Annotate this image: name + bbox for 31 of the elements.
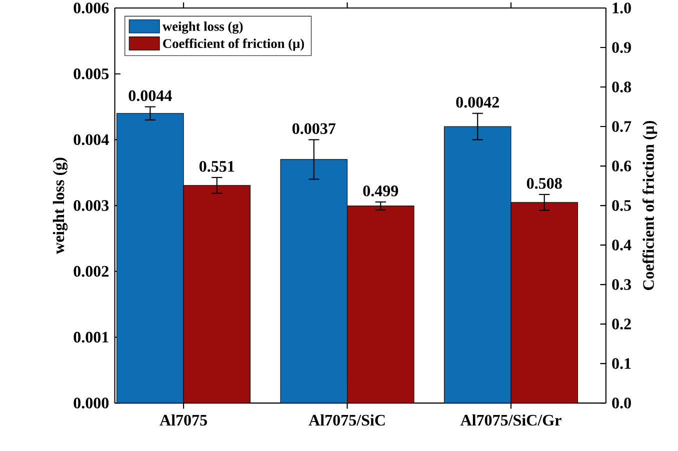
y2-tick-label: 1.0 bbox=[612, 2, 631, 14]
y2-tick-label: 0.5 bbox=[612, 200, 631, 211]
x-tick-label: Al7075/SiC/Gr bbox=[460, 414, 562, 426]
legend-label: Coefficient of friction (μ) bbox=[163, 38, 304, 51]
x-tick-label: Al7075/SiC bbox=[308, 414, 385, 426]
y2-tick-label: 0.3 bbox=[612, 279, 631, 290]
data-label: 0.0037 bbox=[292, 123, 336, 134]
y-tick-label: 0.005 bbox=[74, 68, 109, 80]
y2-tick-label: 0.4 bbox=[612, 240, 632, 250]
y2-tick-label: 0.9 bbox=[612, 42, 631, 53]
y2-tick-label: 0.8 bbox=[612, 82, 632, 92]
y2-axis-title: Coefficient of friction (μ) bbox=[642, 120, 658, 290]
y-tick-label: 0.001 bbox=[74, 332, 108, 343]
y-tick-label: 0.006 bbox=[74, 2, 109, 14]
data-label: 0.551 bbox=[200, 160, 234, 172]
y-axis-title: weight loss (g) bbox=[52, 158, 68, 254]
x-tick-label: Al7075 bbox=[160, 414, 207, 426]
y2-tick-label: 0.0 bbox=[612, 398, 631, 408]
y2-tick-label: 0.7 bbox=[612, 121, 632, 132]
y-tick-label: 0.004 bbox=[74, 134, 109, 146]
y2-tick-label: 0.2 bbox=[612, 318, 631, 330]
data-label: 0.0042 bbox=[456, 96, 499, 108]
data-label: 0.499 bbox=[363, 185, 398, 196]
y2-tick-label: 0.1 bbox=[612, 358, 631, 369]
y-tick-label: 0.002 bbox=[74, 266, 108, 277]
y-tick-label: 0.003 bbox=[74, 200, 109, 211]
data-label: 0.0044 bbox=[128, 90, 172, 102]
y-tick-label: 0.000 bbox=[74, 398, 109, 408]
legend-label: weight loss (g) bbox=[162, 21, 243, 34]
y2-tick-label: 0.6 bbox=[612, 160, 632, 172]
data-label: 0.508 bbox=[526, 178, 562, 189]
